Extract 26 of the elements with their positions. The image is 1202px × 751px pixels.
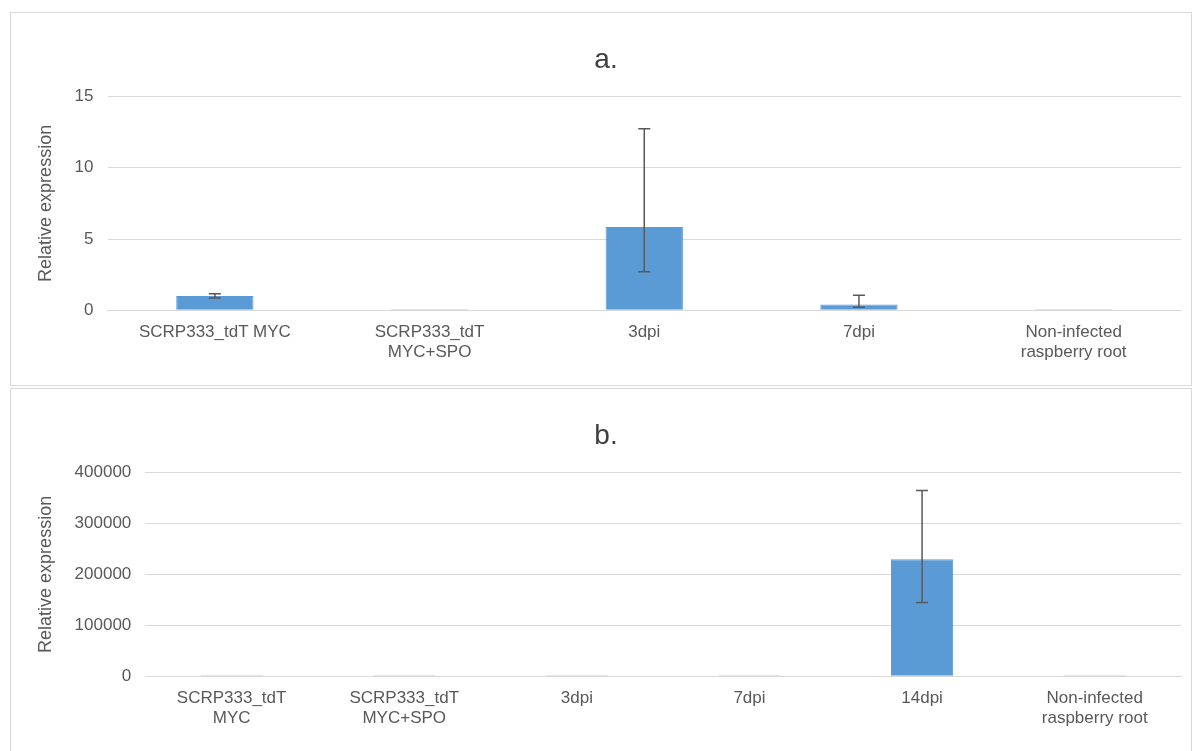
y-tick-label: 300000 — [74, 513, 132, 533]
chart-title: b. — [594, 418, 618, 450]
y-tick-label: 200000 — [74, 564, 132, 584]
x-tick-label: SCRP333_tdT MYC+SPO — [374, 322, 485, 362]
y-axis-title: Relative expression — [34, 495, 55, 653]
x-tick-label: 7dpi — [842, 322, 876, 342]
x-tick-label: SCRP333_tdT MYC+SPO — [349, 688, 460, 728]
y-tick-label: 100000 — [74, 614, 132, 634]
x-tick-label: 14dpi — [901, 688, 943, 708]
y-tick-label: 0 — [84, 299, 94, 319]
x-tick-label: 7dpi — [733, 688, 766, 708]
x-tick-label: SCRP333_tdT MYC — [176, 688, 287, 728]
x-tick-label: SCRP333_tdT MYC — [138, 322, 291, 342]
y-tick-label: 0 — [121, 665, 132, 685]
y-tick-label: 400000 — [74, 462, 132, 482]
chart-title: a. — [594, 42, 618, 74]
y-axis-title: Relative expression — [34, 124, 55, 282]
y-tick-label: 5 — [84, 228, 94, 248]
bar — [176, 295, 254, 310]
x-tick-label: Non-infected raspberry root — [1020, 322, 1127, 362]
x-tick-label: 3dpi — [560, 688, 593, 708]
x-tick-label: Non-infected raspberry root — [1041, 688, 1148, 728]
bar — [605, 226, 683, 310]
x-tick-label: 3dpi — [628, 322, 661, 342]
y-tick-label: 15 — [74, 86, 94, 106]
y-tick-label: 10 — [74, 157, 94, 177]
